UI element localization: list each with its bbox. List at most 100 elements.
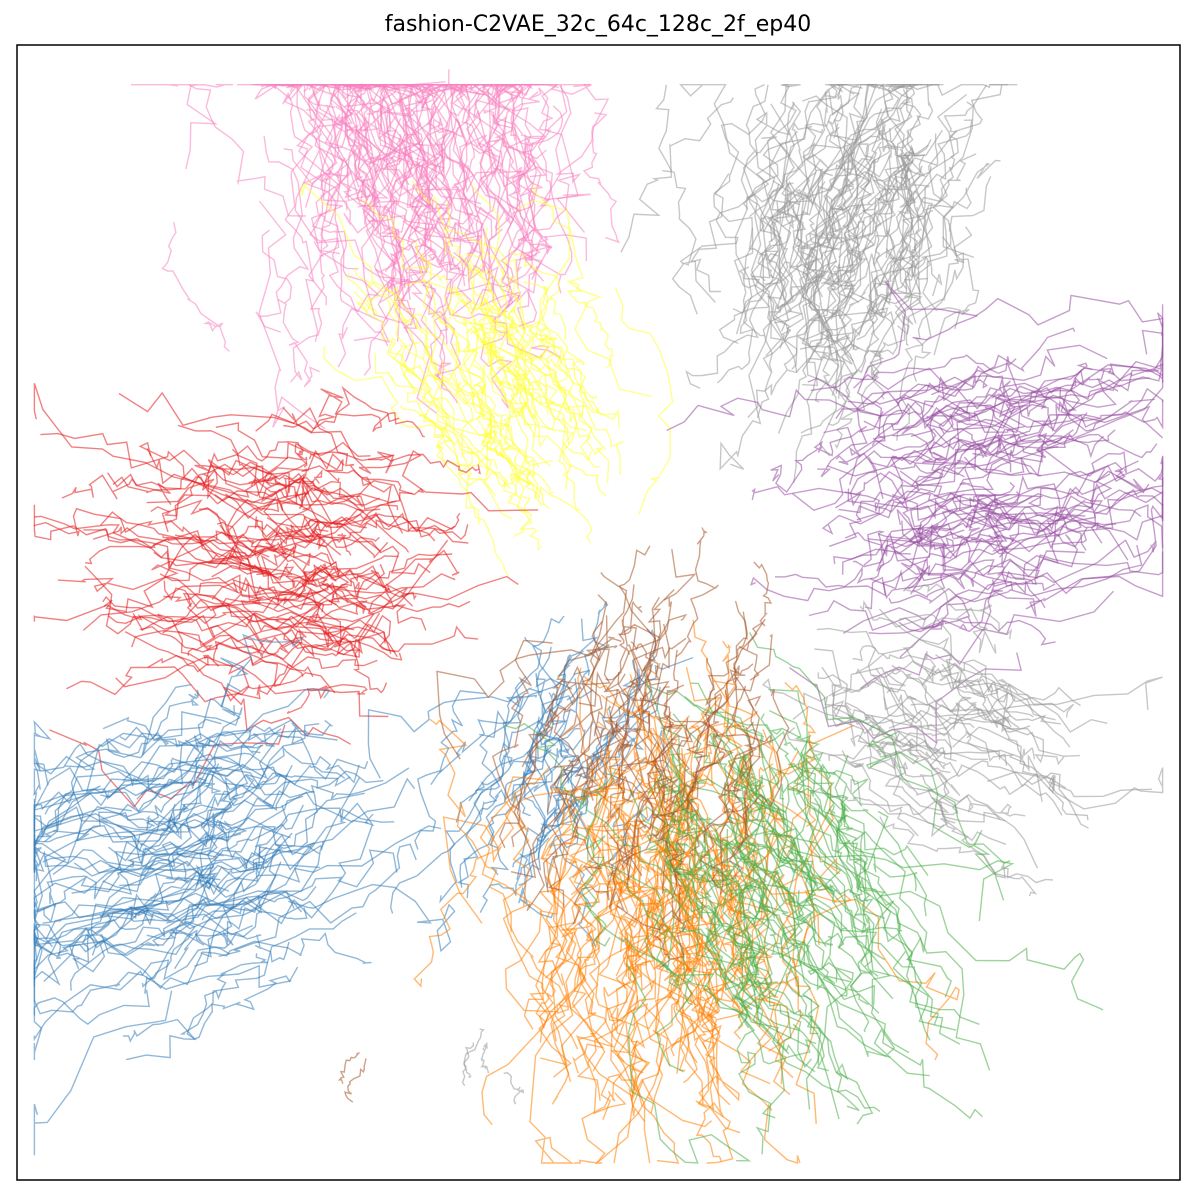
- trajectory-line: [122, 966, 299, 1043]
- trajectory-line: [503, 1072, 525, 1105]
- trajectory-line: [538, 721, 612, 1029]
- trajectory-line: [450, 84, 514, 231]
- trajectory-line: [847, 458, 1012, 513]
- trajectory-line: [441, 359, 496, 497]
- trajectory-line: [690, 682, 815, 925]
- trajectory-line: [106, 731, 261, 759]
- trajectory-line: [742, 103, 791, 288]
- trajectory-line: [828, 805, 871, 949]
- trajectory-line: [430, 694, 538, 785]
- trajectory-line: [569, 755, 603, 877]
- trajectory-line: [855, 810, 991, 1071]
- trajectory-line: [141, 907, 308, 988]
- trajectory-line: [34, 684, 192, 786]
- trajectory-line: [780, 118, 891, 332]
- trajectory-line: [905, 583, 1013, 640]
- trajectory-line: [174, 825, 442, 970]
- trajectory-line: [950, 701, 1036, 760]
- trajectory-line: [33, 507, 270, 558]
- trajectory-line: [711, 733, 827, 947]
- trajectory-line: [988, 498, 1142, 543]
- trajectory-line: [112, 441, 371, 494]
- trajectory-line: [44, 718, 222, 843]
- trajectory-line: [834, 754, 928, 917]
- trajectory-line: [756, 244, 824, 419]
- trajectory-line: [506, 105, 564, 308]
- trajectory-line: [728, 789, 910, 1054]
- trajectory-line: [177, 630, 314, 678]
- trajectory-line: [897, 165, 923, 262]
- trajectory-line: [334, 511, 469, 541]
- trajectory-line: [118, 391, 395, 474]
- trajectory-line: [228, 538, 456, 599]
- trajectory-line: [716, 266, 754, 384]
- trajectory-line: [578, 549, 697, 707]
- trajectory-line: [412, 84, 435, 208]
- trajectory-line: [534, 391, 607, 497]
- trajectory-line: [132, 587, 414, 643]
- trajectory-line: [773, 107, 902, 334]
- trajectory-line: [832, 152, 907, 299]
- trajectory-line: [823, 178, 886, 350]
- trajectory-line: [918, 676, 1075, 718]
- trajectory-line: [593, 720, 634, 815]
- trajectory-line: [103, 576, 337, 641]
- trajectory-line: [108, 773, 282, 862]
- trajectory-line: [474, 263, 569, 396]
- trajectory-line: [265, 84, 368, 201]
- trajectory-line: [33, 504, 276, 569]
- trajectory-line: [459, 379, 554, 495]
- trajectory-line: [481, 863, 642, 1126]
- trajectory-line: [215, 422, 344, 483]
- trajectory-line: [769, 727, 886, 920]
- trajectory-line: [159, 547, 410, 614]
- trajectory-line: [225, 480, 456, 533]
- trajectory-line: [480, 1042, 490, 1074]
- trajectory-line: [386, 337, 498, 449]
- trajectory-line: [491, 639, 553, 849]
- trajectory-line: [152, 802, 375, 947]
- trajectory-line: [807, 128, 909, 344]
- trajectory-line: [826, 167, 913, 387]
- trajectory-line: [470, 147, 521, 315]
- trajectory-line: [436, 636, 622, 760]
- trajectory-line: [600, 694, 639, 895]
- trajectory-line: [856, 481, 1016, 521]
- trajectory-line: [740, 84, 769, 288]
- trajectory-line: [33, 895, 263, 981]
- trajectory-line: [817, 380, 967, 478]
- trajectory-line: [713, 173, 798, 373]
- trajectory-line: [719, 695, 762, 895]
- trajectory-line: [46, 831, 242, 908]
- trajectory-line: [839, 158, 885, 319]
- trajectory-line: [319, 83, 433, 300]
- trajectory-line: [801, 95, 848, 285]
- trajectory-line: [679, 84, 792, 301]
- trajectory-line: [502, 776, 544, 1030]
- trajectory-line: [131, 612, 350, 648]
- trajectory-line: [658, 739, 722, 969]
- trajectory-line: [147, 654, 378, 702]
- trajectory-line: [572, 742, 658, 925]
- trajectory-line: [888, 579, 1014, 632]
- trajectory-line: [33, 733, 264, 848]
- trajectory-line: [33, 849, 219, 873]
- trajectory-line: [896, 262, 932, 441]
- trajectory-line: [868, 619, 1056, 646]
- trajectory-line: [822, 176, 992, 394]
- trajectory-line: [619, 623, 681, 807]
- trajectory-line: [666, 388, 934, 432]
- trajectory-line: [541, 828, 589, 1105]
- trajectory-line: [547, 688, 618, 908]
- trajectory-line: [727, 760, 847, 933]
- trajectory-line: [688, 780, 743, 858]
- trajectory-line: [663, 684, 774, 796]
- trajectory-line: [486, 114, 553, 262]
- trajectory-line: [986, 767, 1164, 810]
- trajectory-line: [374, 353, 464, 466]
- trajectory-line: [870, 714, 1007, 845]
- trajectory-line: [769, 709, 869, 807]
- trajectory-line: [102, 705, 243, 741]
- trajectory-line: [652, 784, 684, 959]
- trajectory-line: [693, 600, 749, 754]
